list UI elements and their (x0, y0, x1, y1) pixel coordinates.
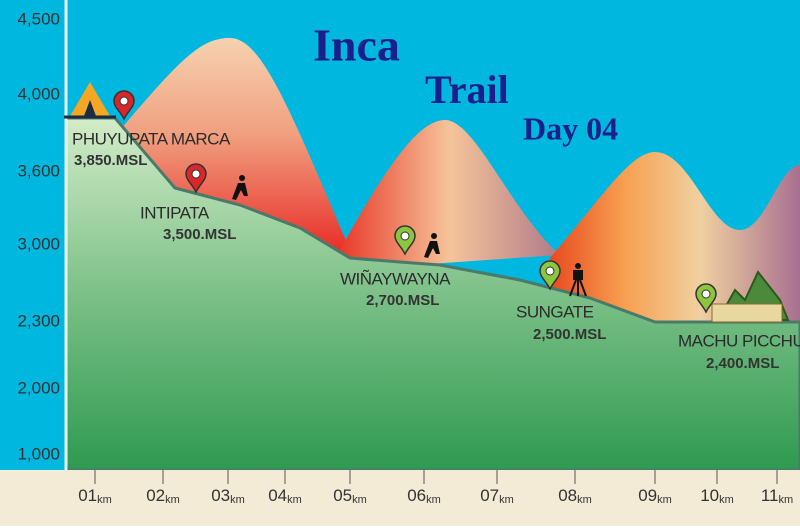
x-tick-label: 08km (558, 486, 592, 505)
location-pin-dot (119, 96, 129, 106)
tent-icon (84, 100, 96, 116)
x-tick-number: 08 (558, 486, 577, 505)
waypoint-elevation: 3,500.MSL (163, 226, 236, 243)
x-tick-number: 06 (407, 486, 426, 505)
x-tick-number: 05 (333, 486, 352, 505)
x-tick-number: 09 (638, 486, 657, 505)
y-tick-label: 3,600 (17, 161, 60, 180)
x-tick-unit: km (577, 494, 592, 506)
title-line: Trail (425, 67, 509, 112)
x-tick-number: 02 (146, 486, 165, 505)
waypoint-name: SUNGATE (516, 302, 594, 321)
x-tick-number: 11 (761, 486, 779, 505)
x-tick-number: 10 (700, 486, 719, 505)
x-tick-unit: km (719, 494, 734, 506)
photographer-icon (569, 263, 587, 297)
x-tick-unit: km (657, 494, 672, 506)
y-tick-label: 3,000 (17, 234, 60, 253)
y-tick-label: 4,500 (17, 9, 60, 28)
hiker-icon (232, 175, 248, 200)
waypoint-elevation: 2,700.MSL (366, 292, 439, 309)
y-tick-label: 1,000 (17, 444, 60, 463)
waypoint-name: WIÑAYWAYNA (340, 269, 451, 288)
x-axis-band (0, 470, 800, 526)
x-tick-label: 11km (761, 486, 793, 505)
y-tick-label: 2,000 (17, 378, 60, 397)
x-tick-number: 01 (78, 486, 97, 505)
title-line: Day 04 (523, 110, 618, 146)
x-tick-unit: km (165, 494, 180, 506)
x-tick-number: 03 (211, 486, 230, 505)
x-tick-number: 07 (480, 486, 499, 505)
x-tick-unit: km (352, 494, 367, 506)
waypoint-elevation: 2,500.MSL (533, 326, 606, 343)
waypoint-name: INTIPATA (140, 203, 210, 222)
x-tick-unit: km (426, 494, 441, 506)
x-tick-unit: km (97, 494, 112, 506)
y-tick-label: 2,300 (17, 311, 60, 330)
terrain (64, 116, 800, 472)
x-tick-label: 02km (146, 486, 180, 505)
x-tick-number: 04 (268, 486, 287, 505)
x-tick-unit: km (499, 494, 514, 506)
location-pin-dot (701, 289, 711, 299)
location-pin-dot (400, 231, 410, 241)
x-tick-label: 01km (78, 486, 112, 505)
x-tick-label: 09km (638, 486, 672, 505)
y-tick-label: 4,000 (17, 84, 60, 103)
waypoint-name: MACHU PICCHU (678, 331, 800, 350)
x-tick-unit: km (287, 494, 302, 506)
x-tick-label: 07km (480, 486, 514, 505)
x-tick-unit: km (778, 494, 793, 506)
machu-picchu-icon (711, 270, 790, 323)
location-pin-dot (191, 169, 201, 179)
waypoint-elevation: 3,850.MSL (74, 152, 147, 169)
x-tick-unit: km (230, 494, 245, 506)
location-pin-dot (545, 266, 555, 276)
mountain (550, 152, 800, 330)
x-tick-label: 03km (211, 486, 245, 505)
x-tick-label: 10km (700, 486, 734, 505)
tent-icon (70, 82, 110, 116)
x-tick-label: 04km (268, 486, 302, 505)
title-line: Inca (313, 20, 400, 71)
hiker-icon (424, 233, 440, 258)
x-tick-label: 05km (333, 486, 367, 505)
x-tick-label: 06km (407, 486, 441, 505)
waypoint-elevation: 2,400.MSL (706, 355, 779, 372)
waypoint-name: PHUYUPATA MARCA (72, 129, 231, 148)
